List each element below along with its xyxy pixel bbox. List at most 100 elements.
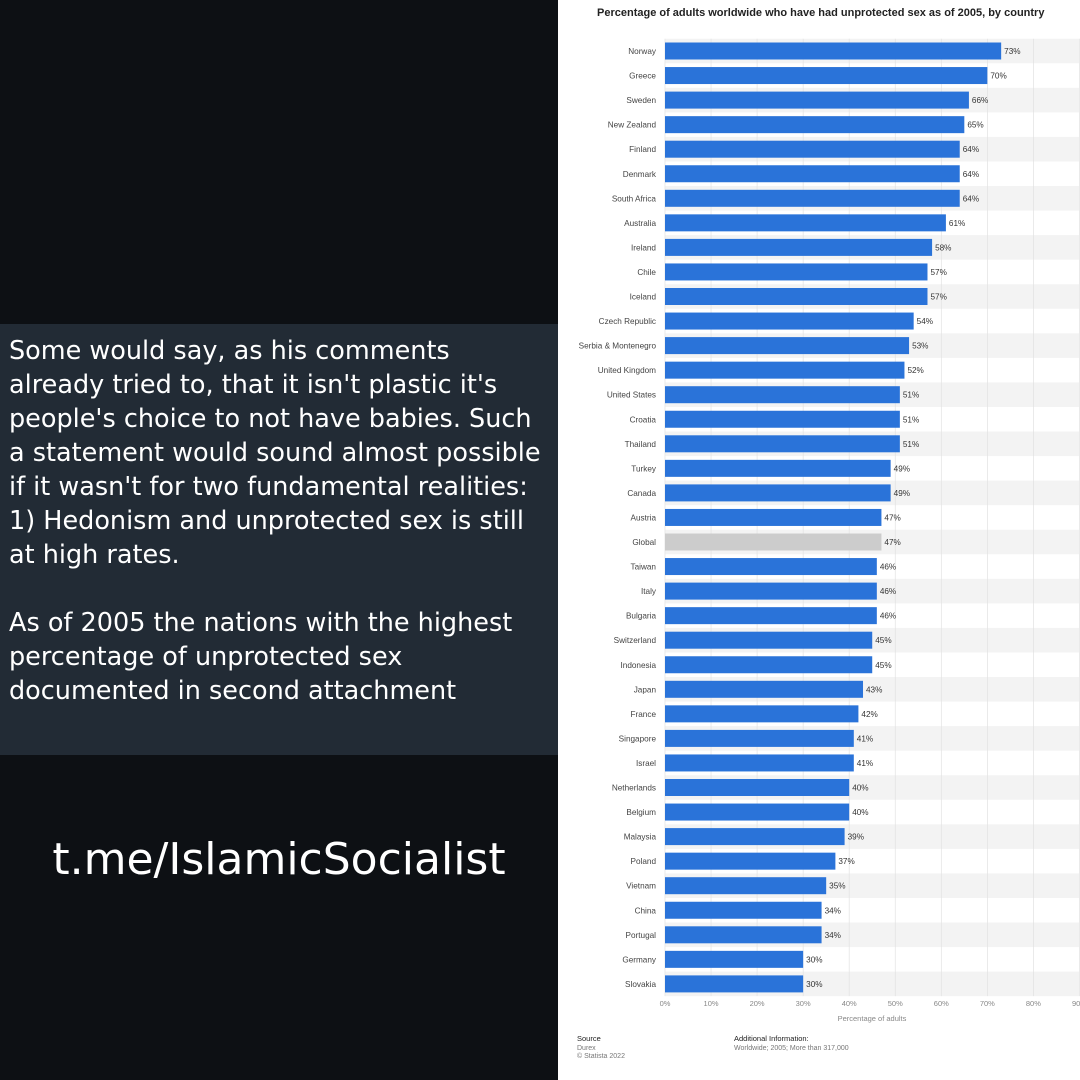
bar[interactable] xyxy=(665,828,845,846)
bar[interactable] xyxy=(665,975,804,993)
bar[interactable] xyxy=(665,91,969,109)
bar[interactable] xyxy=(665,877,827,895)
value-label: 51% xyxy=(903,440,919,449)
bar[interactable] xyxy=(665,337,910,355)
bar[interactable] xyxy=(665,607,877,625)
category-label: Czech Republic xyxy=(599,317,656,326)
category-label: Croatia xyxy=(630,415,657,424)
category-label: Israel xyxy=(636,759,656,768)
value-label: 34% xyxy=(825,931,841,940)
category-label: United States xyxy=(607,391,656,400)
value-label: 66% xyxy=(972,96,988,105)
bar[interactable] xyxy=(665,386,900,404)
value-label: 46% xyxy=(880,612,896,621)
x-axis-title: Percentage of adults xyxy=(838,1014,907,1023)
bar[interactable] xyxy=(665,926,822,944)
bar[interactable] xyxy=(665,140,960,158)
value-label: 46% xyxy=(880,587,896,596)
bar[interactable] xyxy=(665,680,864,698)
bar[interactable] xyxy=(665,67,988,85)
category-label: Greece xyxy=(629,72,656,81)
value-label: 40% xyxy=(852,784,868,793)
category-label: Austria xyxy=(631,513,657,522)
value-label: 64% xyxy=(963,145,979,154)
bar[interactable] xyxy=(665,901,822,919)
value-label: 46% xyxy=(880,563,896,572)
category-label: Italy xyxy=(641,587,657,596)
bar[interactable] xyxy=(665,803,850,821)
value-label: 41% xyxy=(857,734,873,743)
bar[interactable] xyxy=(665,312,914,330)
category-label: Japan xyxy=(634,685,657,694)
value-label: 65% xyxy=(967,121,983,130)
source-line-2: © Statista 2022 xyxy=(577,1052,625,1060)
category-label: New Zealand xyxy=(608,121,657,130)
category-label: United Kingdom xyxy=(598,366,656,375)
value-label: 30% xyxy=(806,980,822,989)
bar[interactable] xyxy=(665,189,960,207)
bar[interactable] xyxy=(665,558,877,576)
bar[interactable] xyxy=(665,238,933,256)
bar[interactable] xyxy=(665,631,873,649)
bar[interactable] xyxy=(665,459,891,477)
value-label: 61% xyxy=(949,219,965,228)
bar[interactable] xyxy=(665,288,928,305)
bar[interactable] xyxy=(665,361,905,379)
category-label: Taiwan xyxy=(631,563,657,572)
value-label: 40% xyxy=(852,808,868,817)
category-label: Ireland xyxy=(631,243,656,252)
bar[interactable] xyxy=(665,754,854,772)
bar[interactable] xyxy=(665,165,960,183)
source-line-1: Durex xyxy=(577,1045,596,1052)
category-label: Chile xyxy=(637,268,656,277)
value-label: 45% xyxy=(875,636,891,645)
category-label: France xyxy=(631,710,657,719)
bar[interactable] xyxy=(665,656,873,674)
bar[interactable] xyxy=(665,533,882,551)
category-label: Australia xyxy=(624,219,656,228)
category-label: China xyxy=(635,906,657,915)
value-label: 30% xyxy=(806,955,822,964)
bar[interactable] xyxy=(665,116,965,134)
bar[interactable] xyxy=(665,582,877,600)
x-tick-label: 80% xyxy=(1026,999,1041,1008)
bar[interactable] xyxy=(665,42,1002,60)
value-label: 41% xyxy=(857,759,873,768)
bar[interactable] xyxy=(665,435,900,453)
bar[interactable] xyxy=(665,705,859,723)
value-label: 70% xyxy=(990,72,1006,81)
value-label: 39% xyxy=(848,833,864,842)
category-label: Turkey xyxy=(631,464,657,473)
value-label: 73% xyxy=(1004,47,1020,56)
value-label: 47% xyxy=(884,513,900,522)
bar[interactable] xyxy=(665,852,836,870)
channel-link[interactable]: t.me/IslamicSocialist xyxy=(52,834,506,885)
bar[interactable] xyxy=(665,508,882,526)
bar[interactable] xyxy=(665,950,804,968)
category-labels: Norway Greece Sweden New Zealand Finland Denm… xyxy=(579,47,657,989)
bar-chart: Norway Greece Sweden New Zealand Finland Denm… xyxy=(577,7,1080,1060)
category-label: Norway xyxy=(628,47,657,56)
bar[interactable] xyxy=(665,410,900,428)
category-label: Thailand xyxy=(625,440,657,449)
category-label: Sweden xyxy=(626,96,656,105)
value-label: 51% xyxy=(903,391,919,400)
bar[interactable] xyxy=(665,214,946,232)
bar[interactable] xyxy=(665,729,854,747)
value-labels: 73% 70% 66% 65% 64% 64% 64% 61% 58% 57% 57% 54% 53% 5… xyxy=(806,47,1020,989)
value-label: 64% xyxy=(963,194,979,203)
bar[interactable] xyxy=(665,484,891,502)
caption-box xyxy=(0,324,558,755)
bar[interactable] xyxy=(665,779,850,796)
category-label: Vietnam xyxy=(626,882,656,891)
category-label: Germany xyxy=(622,955,657,964)
value-label: 64% xyxy=(963,170,979,179)
category-label: Serbia & Montenegro xyxy=(579,342,657,351)
category-label: Slovakia xyxy=(625,980,656,989)
category-label: Singapore xyxy=(619,734,657,743)
value-label: 49% xyxy=(894,464,910,473)
bar[interactable] xyxy=(665,263,928,281)
value-label: 54% xyxy=(917,317,933,326)
value-label: 37% xyxy=(838,857,854,866)
value-label: 47% xyxy=(884,538,900,547)
